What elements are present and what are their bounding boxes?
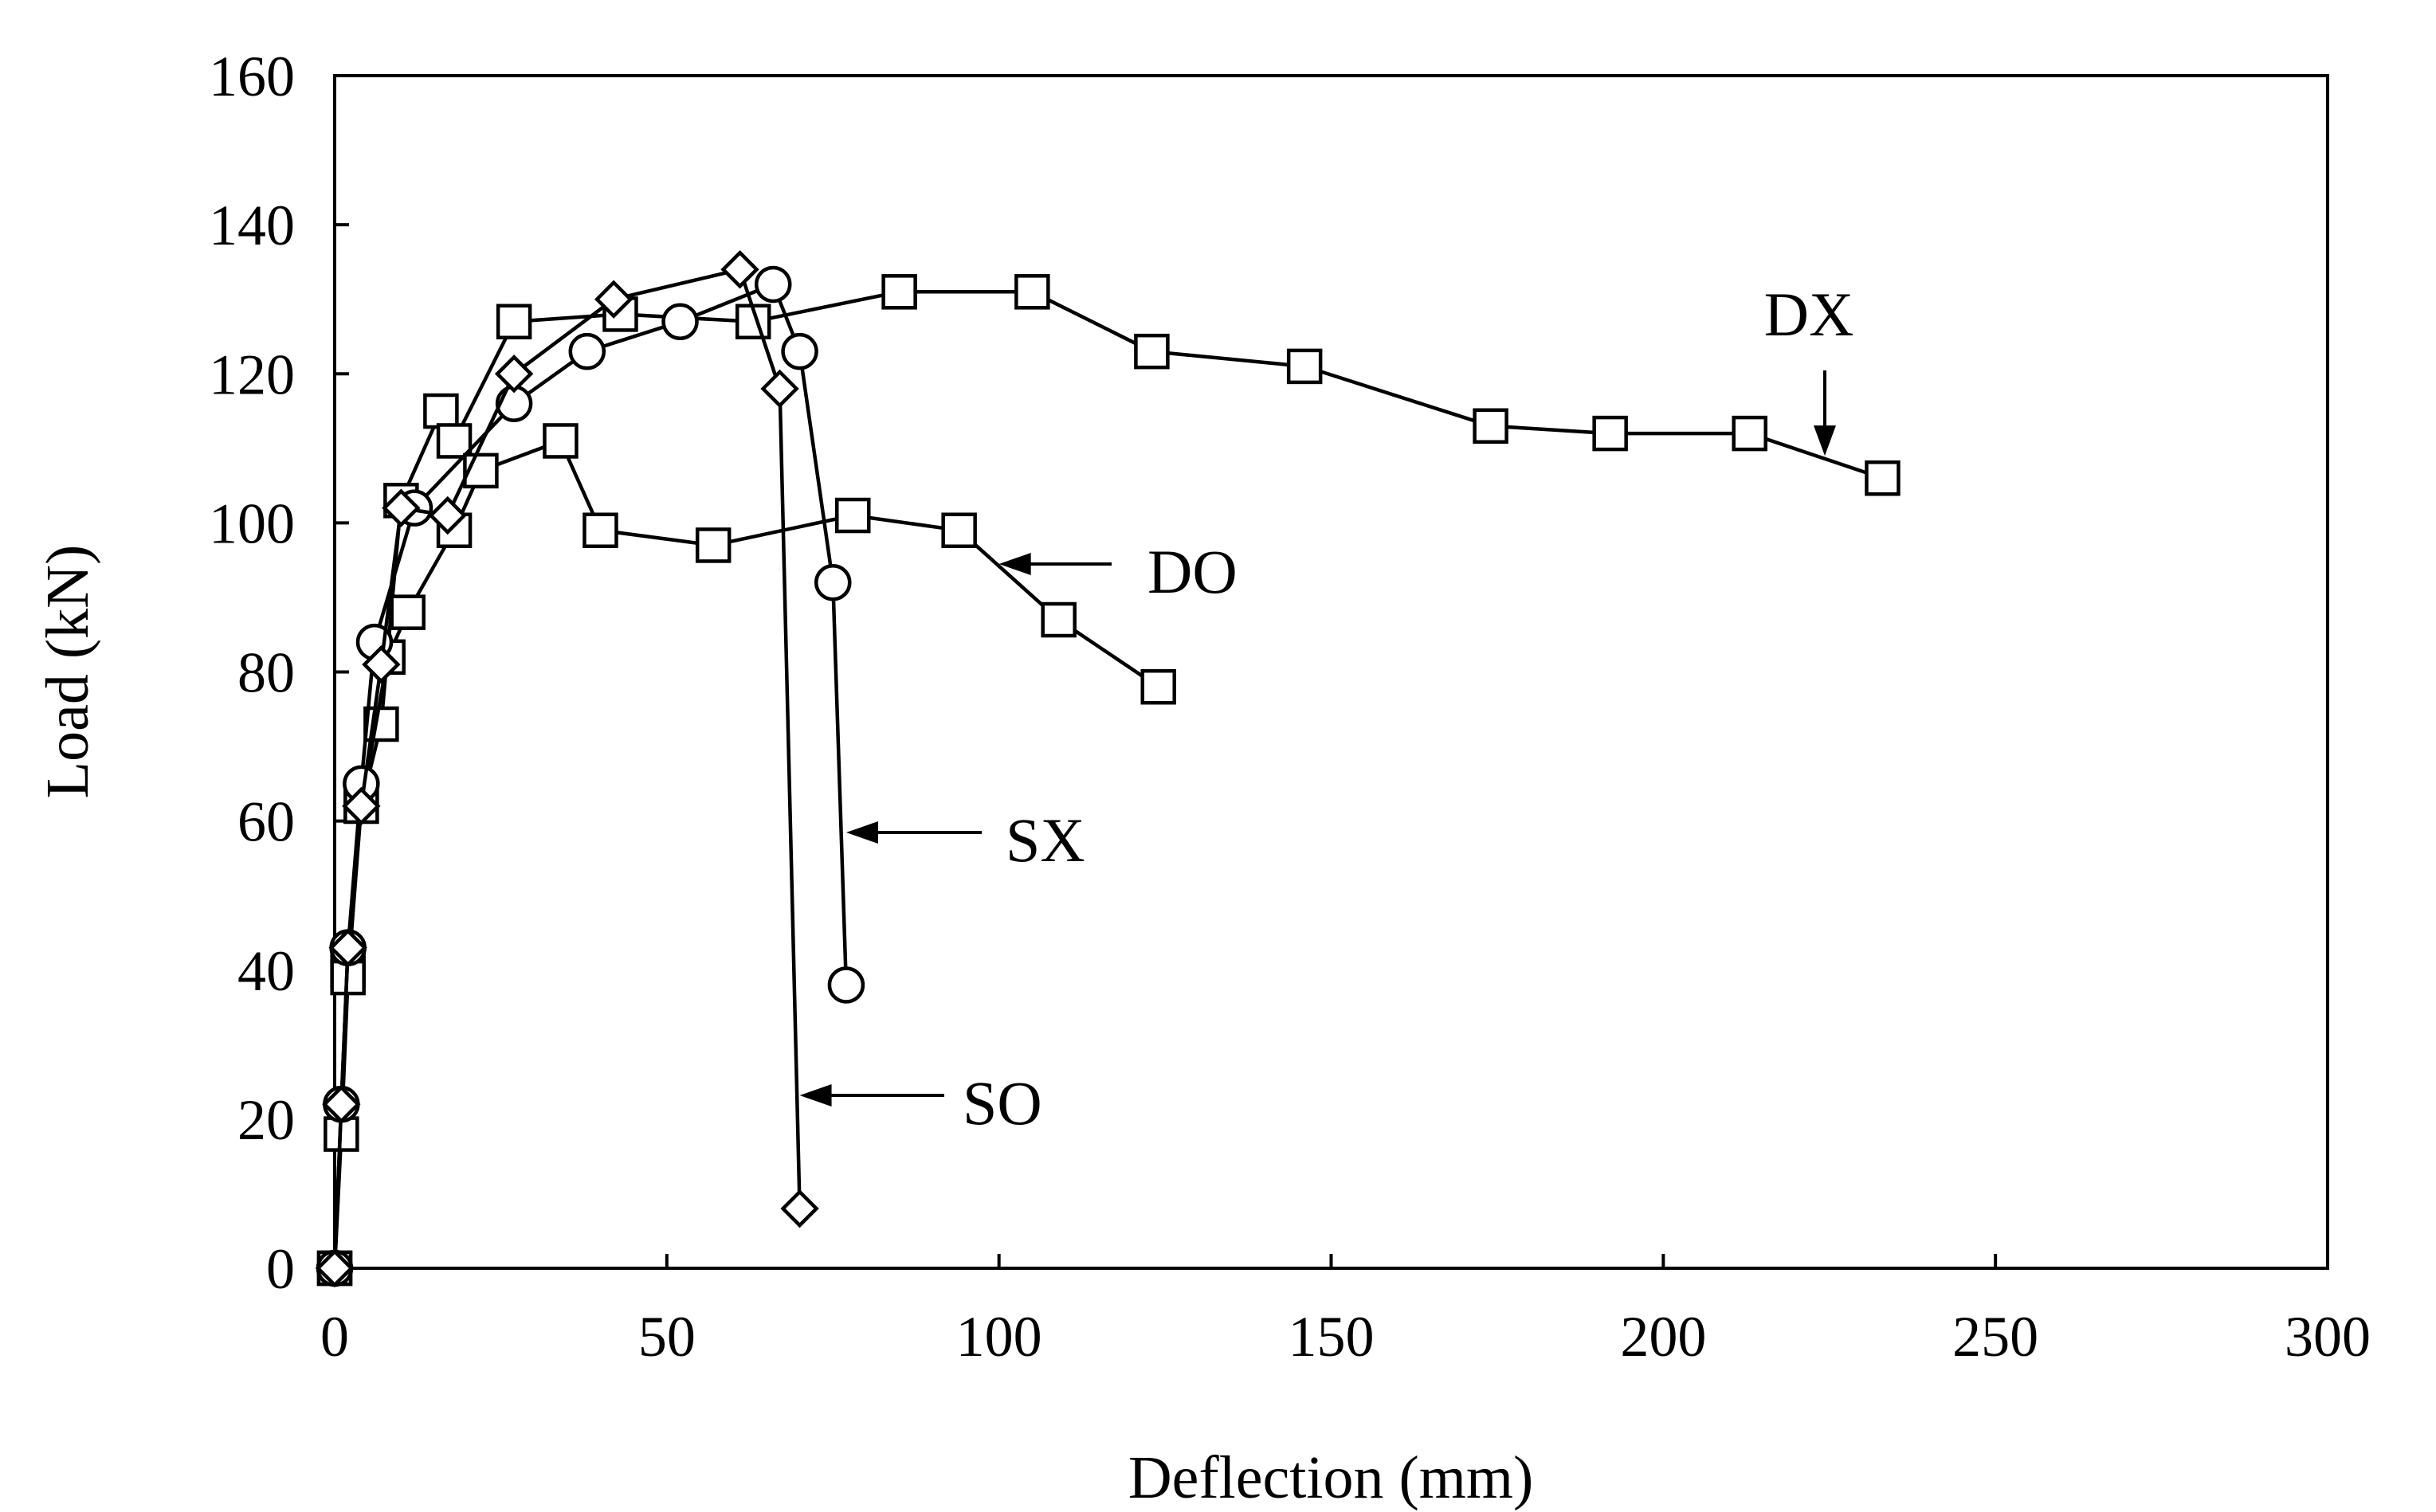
annotations-layer: DX DO SX SO <box>799 280 1854 1138</box>
data-point-so <box>780 1189 819 1228</box>
annotation-label: DX <box>1764 280 1854 349</box>
data-point-do <box>390 594 426 630</box>
data-point-do <box>543 423 579 459</box>
y-tick-label: 0 <box>266 1237 295 1301</box>
data-point-do <box>941 512 977 548</box>
data-point-dx <box>1732 415 1767 452</box>
annotation-do: DO <box>998 537 1238 606</box>
data-point-so <box>362 644 401 684</box>
series-line-sx <box>332 282 849 1269</box>
series-line-so <box>332 268 802 1269</box>
data-point-do <box>835 497 871 534</box>
data-point-so <box>594 280 634 319</box>
annotation-arrow-head <box>845 821 878 844</box>
data-point-dx <box>1286 348 1323 385</box>
annotation-so: SO <box>799 1068 1042 1138</box>
plot-area-frame <box>333 74 2329 1270</box>
data-point-sx <box>781 332 818 370</box>
x-tick-label: 100 <box>956 1305 1042 1369</box>
data-point-sx <box>827 966 865 1004</box>
x-tick-label: 250 <box>1952 1305 2038 1369</box>
y-tick-label: 160 <box>209 45 295 108</box>
annotation-label: DO <box>1147 537 1238 606</box>
data-point-do <box>1140 668 1176 705</box>
y-tick-label: 120 <box>209 343 295 406</box>
data-point-so <box>428 496 467 535</box>
annotation-arrow-head <box>998 553 1031 575</box>
y-tick-label: 100 <box>209 492 295 555</box>
data-point-dx <box>423 393 459 429</box>
data-point-dx <box>1134 333 1170 370</box>
annotation-arrow-head <box>1814 425 1836 456</box>
x-tick-label: 300 <box>2285 1305 2371 1369</box>
data-point-do <box>1041 601 1077 638</box>
data-point-so <box>760 369 799 409</box>
data-point-do <box>695 527 732 563</box>
data-point-dx <box>1592 415 1628 452</box>
data-point-so <box>322 1084 361 1124</box>
data-point-sx <box>754 265 792 304</box>
y-tick-label: 20 <box>237 1088 295 1152</box>
data-point-dx <box>496 304 532 340</box>
data-point-so <box>720 250 759 289</box>
x-tick-label: 50 <box>638 1305 696 1369</box>
data-point-dx <box>1865 460 1901 496</box>
x-tick-label: 200 <box>1620 1305 1706 1369</box>
series-layer <box>315 250 1901 1288</box>
y-axis-title: Load (kN) <box>34 545 101 799</box>
x-axis-title: Deflection (mm) <box>1128 1444 1534 1511</box>
data-point-so <box>342 786 381 826</box>
annotation-dx: DX <box>1764 280 1854 456</box>
y-tick-label: 140 <box>209 194 295 257</box>
x-tick-label: 0 <box>320 1305 349 1369</box>
series-so <box>315 250 819 1288</box>
data-point-so <box>382 488 421 527</box>
y-tick-label: 60 <box>237 790 295 854</box>
data-point-dx <box>436 423 473 459</box>
data-point-so <box>315 1248 355 1288</box>
data-point-sx <box>568 332 606 370</box>
data-point-dx <box>1014 274 1050 310</box>
y-tick-label: 40 <box>237 939 295 1003</box>
y-tick-label: 80 <box>237 641 295 705</box>
data-point-sx <box>661 303 699 341</box>
data-point-sx <box>814 563 852 601</box>
annotation-label: SX <box>1006 805 1085 875</box>
data-point-so <box>328 928 367 967</box>
data-point-do <box>583 512 618 548</box>
data-point-dx <box>1473 408 1508 444</box>
annotation-label: SO <box>963 1068 1042 1138</box>
annotation-sx: SX <box>845 805 1085 875</box>
data-point-so <box>494 354 534 394</box>
data-point-dx <box>881 274 917 310</box>
axis-ticks: 0 50 100 150 200 250 300 0 20 40 60 80 100 120 140 160 <box>209 45 2371 1369</box>
annotation-arrow-head <box>799 1084 832 1107</box>
x-tick-label: 150 <box>1289 1305 1375 1369</box>
